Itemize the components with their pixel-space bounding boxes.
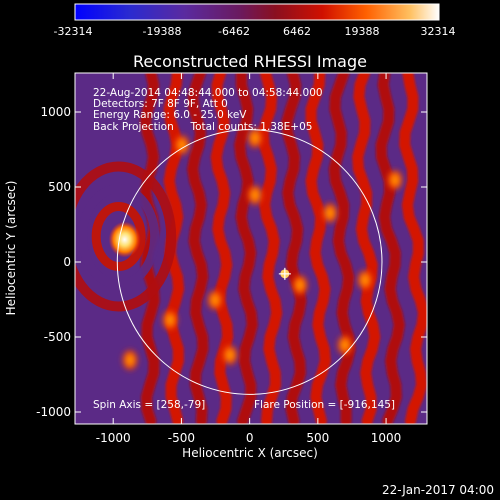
colorbar-tick-label: -19388	[142, 25, 182, 38]
y-axis-label: Heliocentric Y (arcsec)	[4, 180, 18, 316]
plot-title: Reconstructed RHESSI Image	[133, 52, 367, 71]
x-tick-label: 0	[246, 431, 254, 445]
y-tick-label: 1000	[40, 105, 71, 119]
bright-source	[108, 221, 141, 258]
colorbar-tick-label: 32314	[420, 25, 456, 38]
footer-date: 22-Jan-2017 04:00	[381, 483, 494, 497]
info-line: Back Projection Total counts: 1.38E+05	[93, 121, 313, 133]
x-axis-ticks: -1000 -500 0 500 1000	[96, 73, 402, 445]
info-line: 22-Aug-2014 04:48:44.000 to 04:58:44.000	[93, 87, 323, 99]
x-tick-label: -500	[168, 431, 195, 445]
solar-limb-circle	[116, 129, 383, 395]
x-tick-label: 1000	[371, 431, 402, 445]
x-axis-label: Heliocentric X (arcsec)	[182, 446, 318, 460]
colorbar-gradient	[74, 3, 440, 21]
colorbar-tick-label: -6462	[218, 25, 250, 38]
colorbar-tick-label: 19388	[344, 25, 380, 38]
y-tick-label: -1000	[36, 405, 71, 419]
info-line: Detectors: 7F 8F 9F, Att 0	[93, 98, 228, 110]
y-axis-ticks: 1000 500 0 -500 -1000	[36, 105, 427, 419]
y-tick-label: 500	[48, 180, 71, 194]
y-tick-label: 0	[63, 255, 71, 269]
spin-axis-marker	[278, 267, 291, 280]
x-tick-label: 500	[306, 431, 329, 445]
colorbar-tick-label: 6462	[283, 25, 311, 38]
spin-axis-label: Spin Axis = [258,-79]	[93, 399, 206, 411]
y-tick-label: -500	[44, 330, 71, 344]
plot-frame	[74, 72, 428, 425]
x-tick-label: -1000	[96, 431, 131, 445]
info-line: Energy Range: 6.0 - 25.0 keV	[93, 109, 247, 121]
flare-position-label: Flare Position = [-916,145]	[254, 399, 396, 411]
image-background	[75, 73, 427, 424]
colorbar-tick-label: -32314	[53, 25, 93, 38]
